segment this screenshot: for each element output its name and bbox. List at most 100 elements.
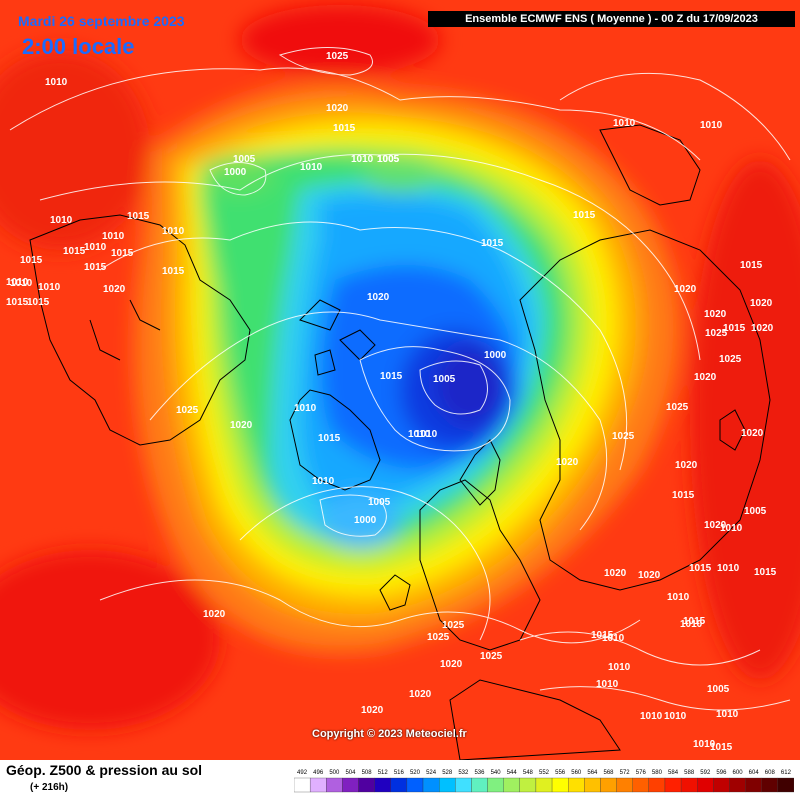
pressure-label: 1025 [480, 651, 503, 662]
pressure-label: 1015 [127, 211, 150, 222]
scale-swatch [600, 777, 617, 793]
pressure-label: 1020 [361, 705, 384, 716]
pressure-label: 1020 [704, 520, 727, 531]
pressure-label: 1015 [20, 255, 43, 266]
pressure-label: 1020 [694, 372, 717, 383]
scale-tick-label: 612 [781, 770, 792, 776]
scale-tick-label: 492 [297, 770, 308, 776]
pressure-label: 1015 [740, 260, 763, 271]
pressure-label: 1015 [710, 742, 733, 753]
scale-swatch [761, 777, 779, 793]
pressure-label: 1010 [720, 523, 743, 534]
scale-tick-label: 544 [507, 770, 518, 776]
pressure-label: 1010 [680, 619, 703, 630]
pressure-label: 1020 [741, 428, 764, 439]
pressure-label: 1010 [102, 231, 125, 242]
pressure-label: 1020 [326, 103, 349, 114]
weather-map: 1025 1020 1015 1010 1005 1000 1010 1010 … [0, 0, 800, 760]
scale-swatch [729, 777, 746, 793]
scale-swatch [697, 777, 714, 793]
pressure-label: 1020 [230, 420, 253, 431]
copyright-notice: Copyright © 2023 Meteociel.fr [312, 728, 467, 740]
pressure-label: 1010 [664, 711, 687, 722]
scale-tick-label: 588 [684, 770, 695, 776]
pressure-label: 1010 [162, 226, 185, 237]
scale-swatch [584, 777, 601, 793]
pressure-label: 1025 [666, 402, 689, 413]
pressure-label: 1005 [233, 154, 256, 165]
pressure-label: 1000 [354, 515, 377, 526]
scale-tick-label: 576 [636, 770, 647, 776]
scale-tick-label: 604 [749, 770, 760, 776]
scale-swatch [632, 777, 649, 793]
pressure-label: 1015 [683, 616, 706, 627]
scale-swatch [745, 777, 762, 793]
scale-tick-label: 520 [410, 770, 421, 776]
scale-swatch [342, 777, 359, 793]
pressure-label: 1010 [84, 242, 107, 253]
pressure-label: 1010 [596, 679, 619, 690]
scale-tick-label: 580 [652, 770, 663, 776]
pressure-label: 1010 [408, 429, 431, 440]
scale-tick-label: 500 [329, 770, 340, 776]
scale-swatch [680, 777, 698, 793]
scale-swatch [503, 777, 520, 793]
color-scale-legend: 492 496 500 504 508 512 516 520 524 528 532 536 540 5… [294, 770, 794, 793]
pressure-label: 1020 [367, 292, 390, 303]
scale-tick-label: 584 [668, 770, 679, 776]
pressure-label: 1010 [50, 215, 73, 226]
pressure-label: 1010 [10, 278, 33, 289]
pressure-label: 1015 [672, 490, 695, 501]
scale-tick-label: 548 [523, 770, 534, 776]
scale-swatch [551, 777, 569, 793]
model-run-banner: Ensemble ECMWF ENS ( Moyenne ) - 00 Z du… [428, 11, 795, 27]
pressure-label: 1020 [440, 659, 463, 670]
pressure-label: 1015 [573, 210, 596, 221]
scale-swatch [455, 777, 472, 793]
scale-tick-label: 600 [733, 770, 744, 776]
scale-swatch [664, 777, 682, 793]
pressure-label: 1020 [103, 284, 126, 295]
scale-tick-label: 512 [378, 770, 389, 776]
pressure-label: 1020 [203, 609, 226, 620]
pressure-labels: 1025 1020 1015 1010 1005 1000 1010 1010 … [6, 51, 777, 753]
pressure-label: 1010 [640, 711, 663, 722]
pressure-label: 1020 [750, 298, 773, 309]
scale-swatch [326, 777, 343, 793]
product-title: Géop. Z500 & pression au sol [6, 762, 203, 778]
pressure-label: 1020 [751, 323, 774, 334]
pressure-label: 1010 [45, 77, 68, 88]
scale-tick-label: 532 [458, 770, 469, 776]
forecast-date: Mardi 26 septembre 2023 [18, 13, 185, 29]
scale-tick-label: 536 [474, 770, 485, 776]
scale-tick-label: 508 [362, 770, 373, 776]
pressure-label: 1015 [591, 630, 614, 641]
pressure-label: 1015 [754, 567, 777, 578]
scale-swatch [648, 777, 666, 793]
pressure-label: 1015 [481, 238, 504, 249]
pressure-label: 1020 [604, 568, 627, 579]
scale-tick-label: 608 [765, 770, 776, 776]
scale-tick-label: 564 [587, 770, 598, 776]
coastlines [29, 124, 771, 760]
forecast-lead-time: (+ 216h) [30, 782, 69, 793]
pressure-label: 1015 [84, 262, 107, 273]
pressure-label: 1010 [667, 592, 690, 603]
scale-swatch [309, 777, 327, 793]
pressure-label: 1010 [351, 154, 374, 165]
pressure-label: 1015 [318, 433, 341, 444]
scale-tick-label: 552 [539, 770, 550, 776]
pressure-label: 1010 [38, 282, 61, 293]
pressure-label: 1000 [224, 167, 247, 178]
scale-swatch [390, 777, 408, 793]
pressure-label: 1020 [556, 457, 579, 468]
scale-swatch [713, 777, 730, 793]
pressure-label: 1015 [380, 371, 403, 382]
scale-tick-label: 560 [571, 770, 582, 776]
scale-tick-label: 496 [313, 770, 324, 776]
pressure-label: 1025 [719, 354, 742, 365]
pressure-label: 1020 [675, 460, 698, 471]
pressure-label: 1015 [723, 323, 746, 334]
scale-swatch [294, 777, 311, 793]
scale-tick-label: 540 [491, 770, 502, 776]
